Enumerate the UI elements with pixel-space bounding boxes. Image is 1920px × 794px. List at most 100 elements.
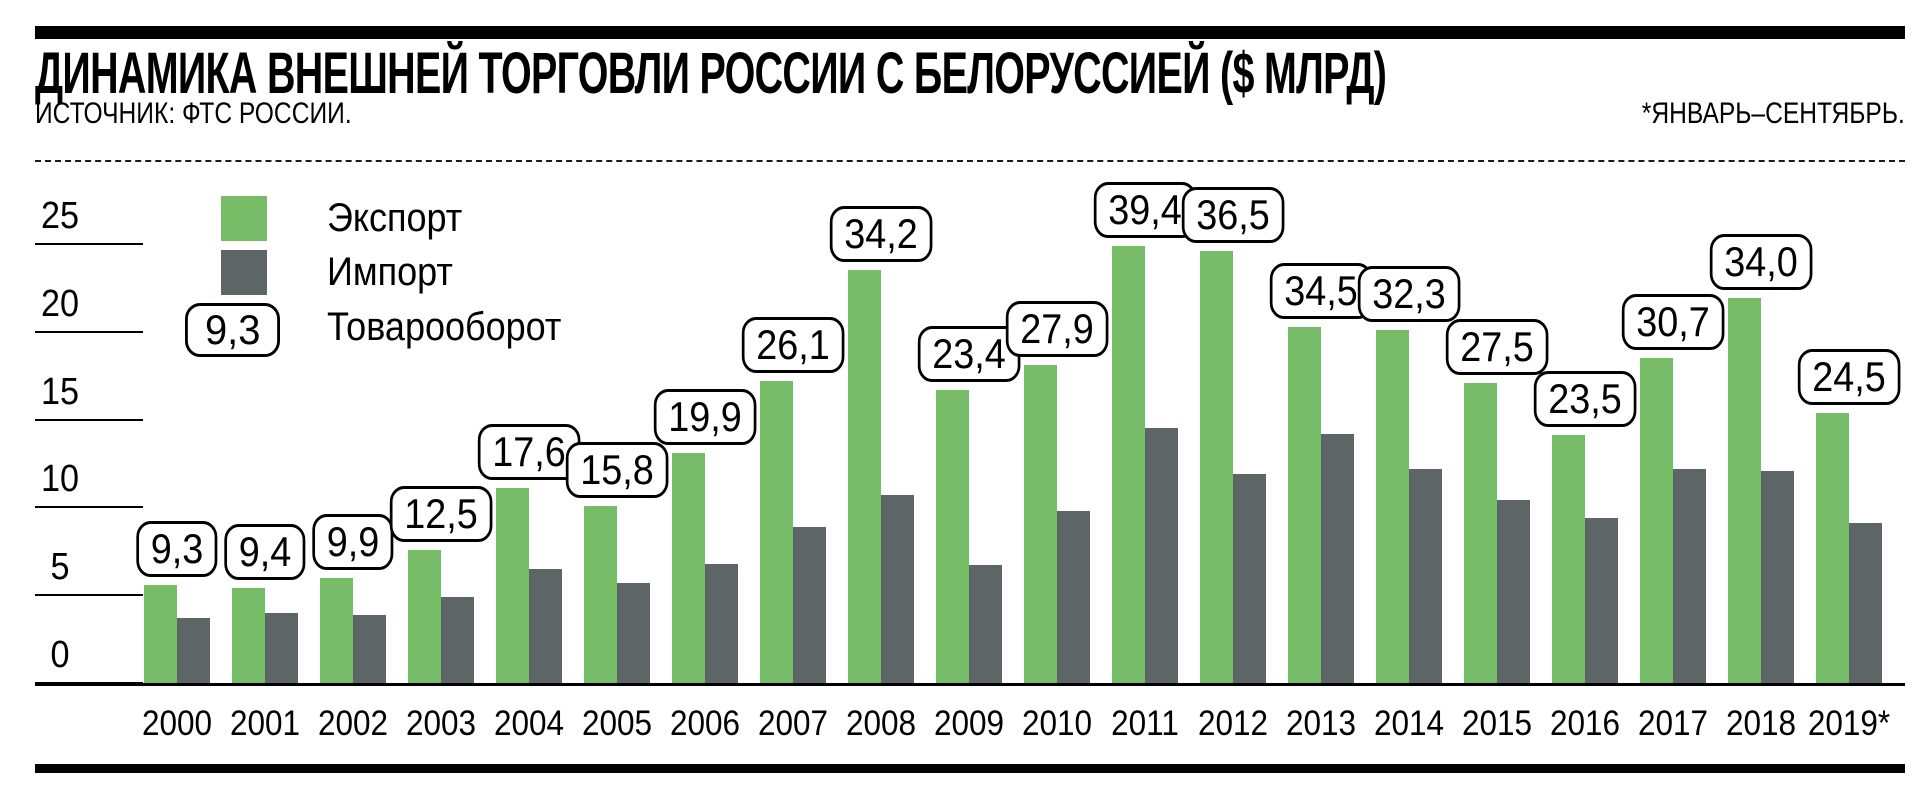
import-bar (265, 612, 298, 683)
export-bar (1728, 298, 1761, 683)
turnover-pill: 17,6 (477, 424, 581, 481)
import-bar (1849, 523, 1882, 683)
footnote-caption: *ЯНВАРЬ–СЕНТЯБРЬ. (1641, 97, 1905, 130)
turnover-pill: 12,5 (389, 485, 493, 542)
import-bar (1761, 470, 1794, 683)
x-axis-year-label: 2016 (1549, 704, 1621, 743)
turnover-pill: 23,5 (1533, 371, 1637, 428)
export-bar (496, 488, 529, 683)
chart-title: ДИНАМИКА ВНЕШНЕЙ ТОРГОВЛИ РОССИИ С БЕЛОР… (35, 41, 1387, 106)
legend-export-swatch (221, 196, 267, 241)
turnover-pill: 27,5 (1445, 318, 1549, 375)
export-bar (848, 270, 881, 683)
export-bar (584, 505, 617, 683)
turnover-pill: 32,3 (1357, 266, 1461, 322)
export-bar (408, 549, 441, 683)
legend-import-label: Импорт (327, 250, 453, 294)
turnover-pill: 34,2 (829, 206, 933, 263)
import-bar (1145, 428, 1178, 683)
source-caption: ИСТОЧНИК: ФТС РОССИИ. (35, 97, 352, 130)
x-axis-year-label: 2009 (933, 704, 1005, 743)
y-tick-label: 5 (50, 546, 70, 589)
turnover-pill: 15,8 (565, 441, 669, 498)
turnover-pill: 23,4 (917, 325, 1021, 382)
bottom-rule-bar (35, 764, 1905, 773)
import-bar (529, 568, 562, 683)
turnover-pill: 9,3 (136, 520, 218, 577)
export-bar (1464, 382, 1497, 683)
dashed-divider (35, 160, 1905, 162)
import-bar (793, 526, 826, 683)
import-bar (1673, 468, 1706, 683)
legend-turnover-pill: 9,3 (185, 303, 281, 357)
x-axis-year-label: 2000 (141, 704, 213, 743)
x-axis-year-label: 2004 (493, 704, 565, 743)
turnover-pill: 9,9 (312, 513, 394, 570)
export-bar (1552, 435, 1585, 683)
legend-import-swatch (221, 250, 267, 295)
y-tick-label: 15 (40, 370, 80, 413)
import-bar (353, 614, 386, 683)
x-axis-year-label: 2018 (1725, 704, 1797, 743)
import-bar (617, 582, 650, 683)
turnover-pill: 30,7 (1621, 294, 1725, 351)
import-bar (881, 495, 914, 683)
turnover-pill: 9,4 (224, 524, 306, 581)
turnover-pill: 24,5 (1797, 348, 1901, 405)
export-bar (760, 381, 793, 683)
turnover-pill: 36,5 (1181, 187, 1285, 243)
y-tick-label: 25 (40, 195, 80, 237)
export-bar (672, 453, 705, 683)
turnover-pill: 39,4 (1093, 181, 1197, 238)
top-rule-bar (35, 26, 1905, 39)
export-bar (1112, 245, 1145, 683)
import-bar (705, 563, 738, 683)
x-axis-year-label: 2011 (1111, 704, 1179, 743)
y-tick-mark (35, 418, 143, 421)
x-axis-year-label: 2014 (1373, 704, 1445, 743)
export-bar (1200, 251, 1233, 683)
x-axis-line (35, 683, 1905, 686)
x-axis-year-label: 2005 (581, 704, 653, 743)
x-axis-year-label: 2008 (845, 704, 917, 743)
export-bar (232, 588, 265, 683)
import-bar (1233, 474, 1266, 683)
y-tick-mark (35, 594, 143, 597)
turnover-pill: 34,0 (1709, 234, 1813, 291)
x-axis-year-label: 2019* (1807, 704, 1891, 743)
y-tick-label: 10 (40, 458, 80, 501)
import-bar (1497, 500, 1530, 683)
x-axis-year-label: 2010 (1021, 704, 1093, 743)
turnover-pill: 27,9 (1005, 301, 1109, 358)
legend-turnover-label: Товарооборот (327, 305, 562, 349)
import-bar (969, 565, 1002, 683)
turnover-pill: 26,1 (741, 317, 845, 373)
x-axis-year-label: 2006 (669, 704, 741, 743)
x-axis-year-label: 2001 (229, 704, 301, 743)
export-bar (144, 584, 177, 683)
export-bar (1024, 365, 1057, 683)
legend-export-label: Экспорт (327, 196, 463, 240)
y-tick-label: 0 (50, 634, 70, 676)
y-tick-mark (35, 330, 143, 333)
x-axis-year-label: 2012 (1197, 704, 1269, 743)
x-axis-year-label: 2017 (1637, 704, 1709, 743)
y-tick-mark (35, 506, 143, 509)
x-axis-year-label: 2013 (1285, 704, 1357, 743)
x-axis-year-label: 2002 (317, 704, 389, 743)
x-axis-year-label: 2003 (405, 704, 477, 743)
import-bar (1585, 517, 1618, 683)
y-tick-label: 20 (40, 282, 80, 325)
export-bar (320, 577, 353, 683)
import-bar (441, 597, 474, 683)
import-bar (1321, 433, 1354, 683)
export-bar (1640, 358, 1673, 683)
import-bar (1409, 468, 1442, 683)
import-bar (1057, 510, 1090, 683)
x-axis-year-label: 2007 (757, 704, 829, 743)
export-bar (1376, 330, 1409, 683)
turnover-pill: 19,9 (653, 389, 757, 445)
export-bar (1288, 326, 1321, 683)
x-axis-year-label: 2015 (1461, 704, 1533, 743)
